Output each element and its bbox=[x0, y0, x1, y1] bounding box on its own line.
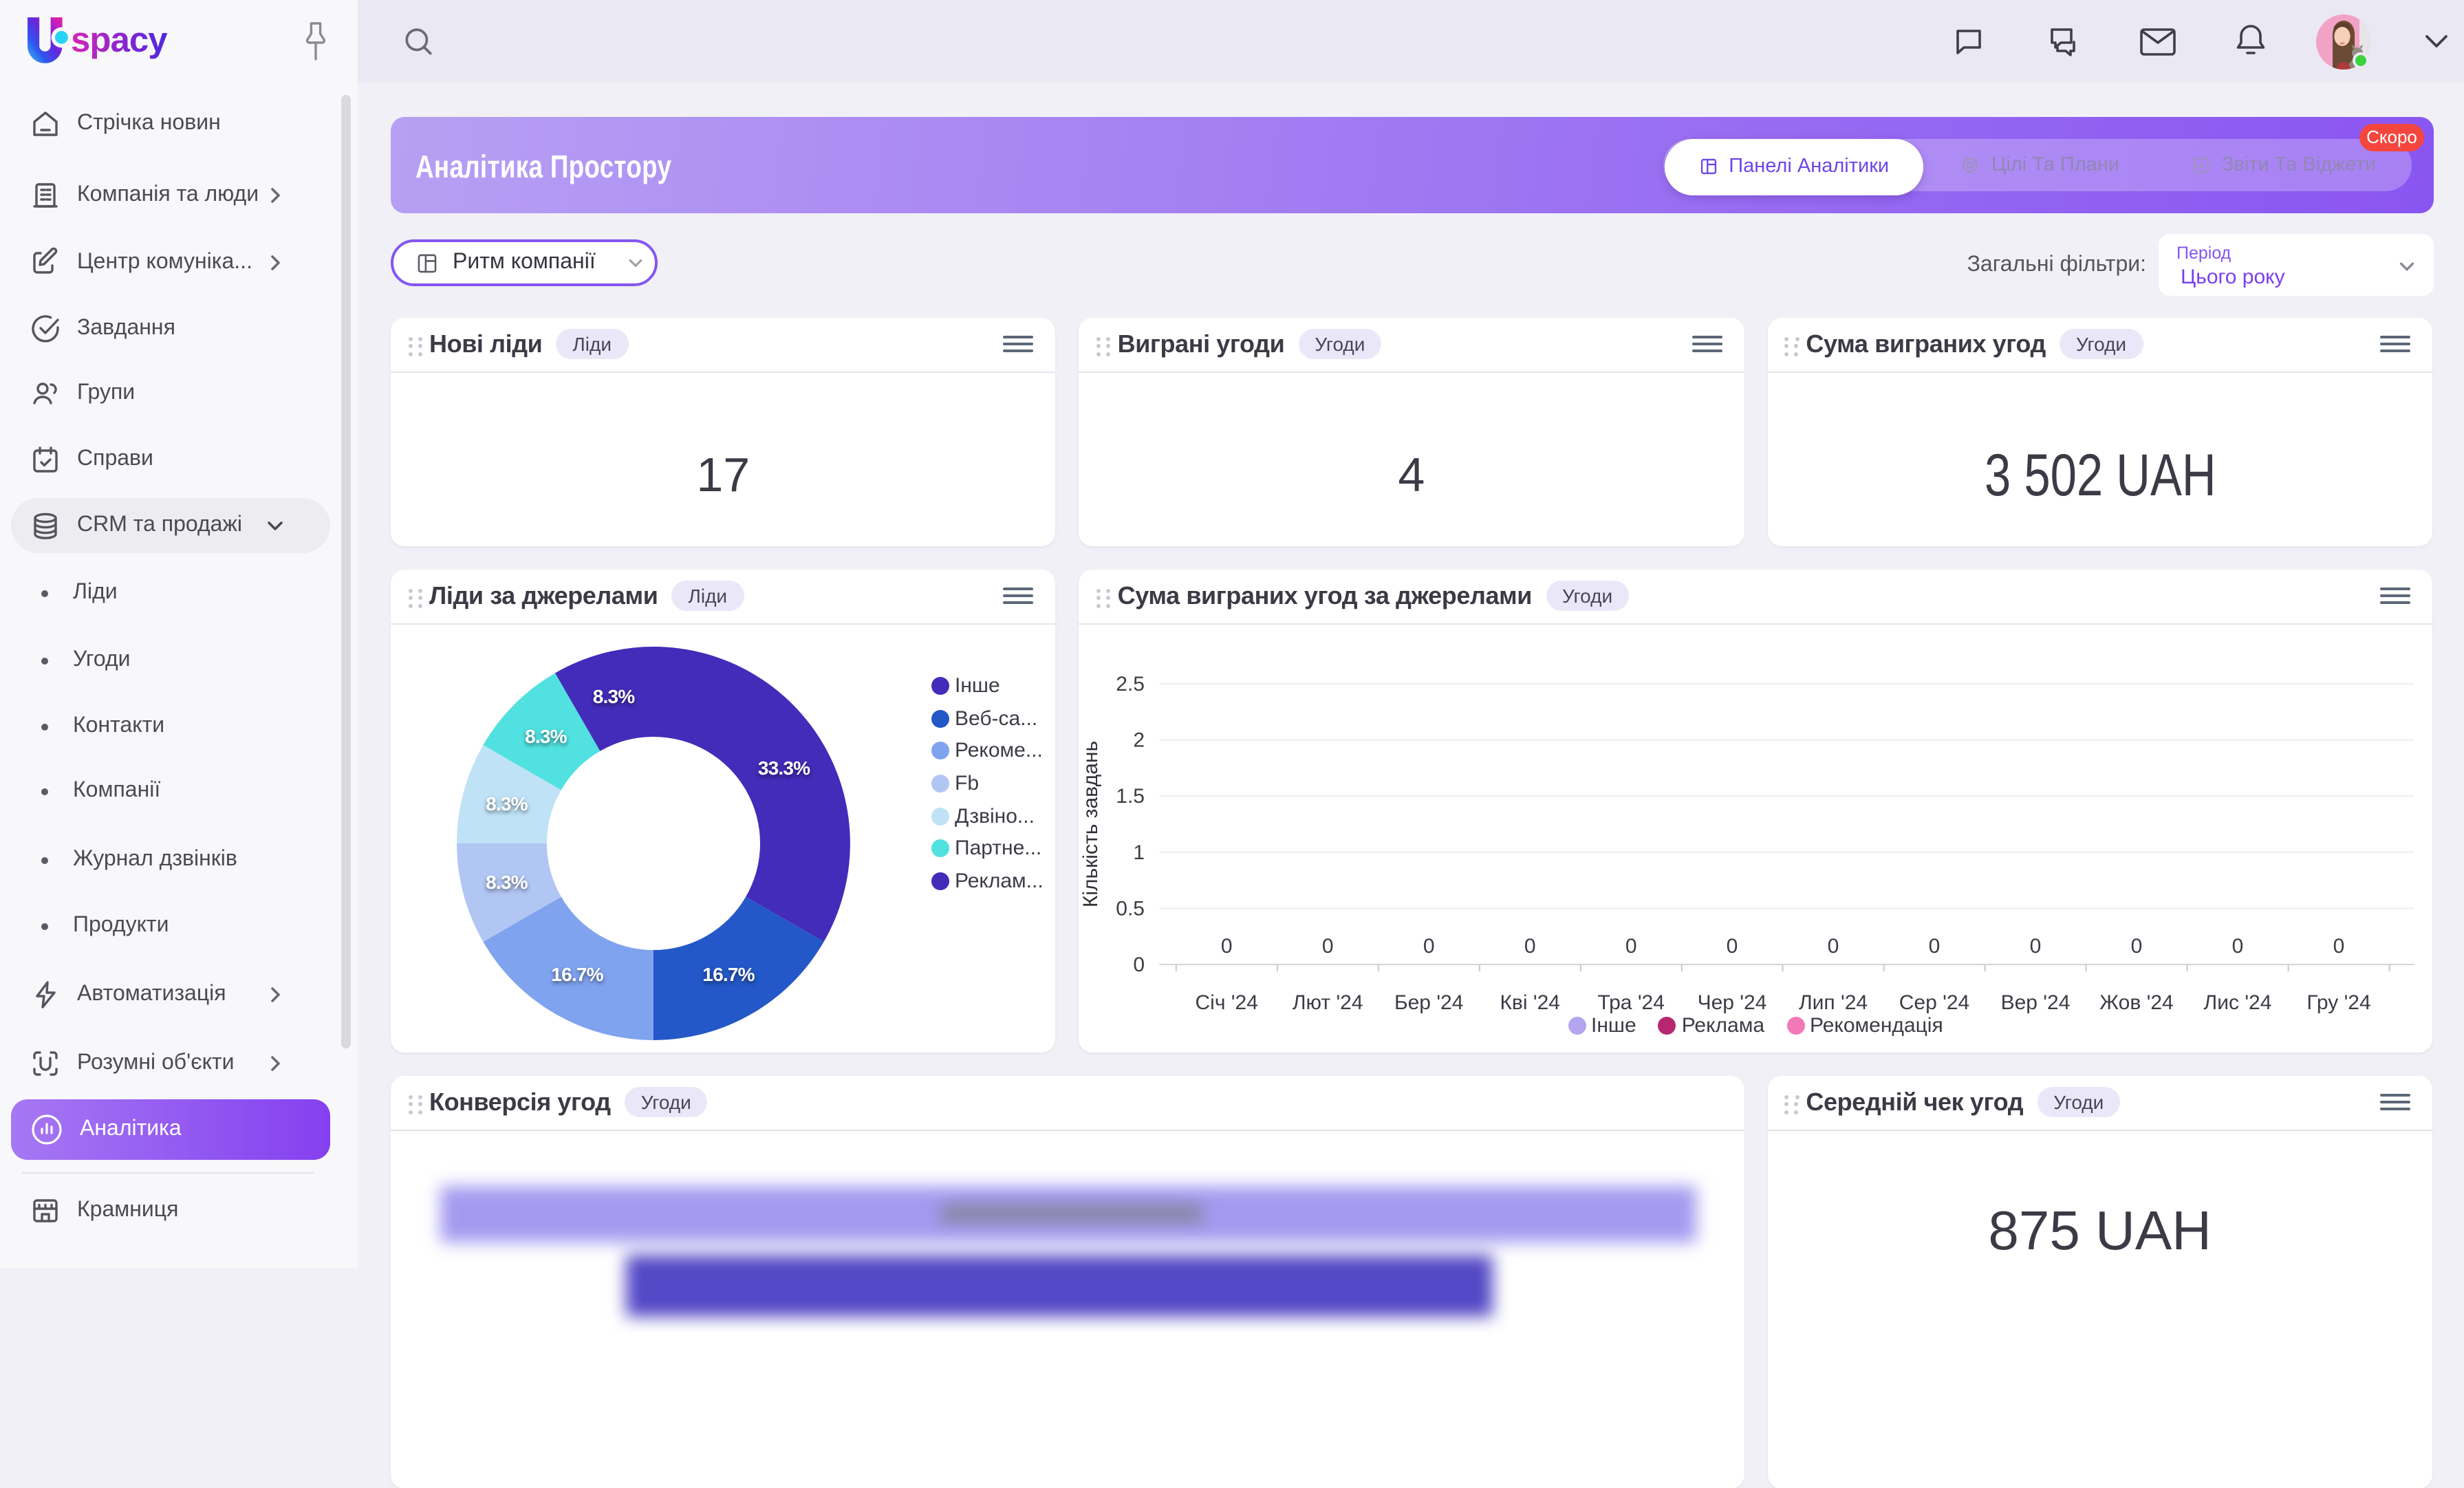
svg-text:0: 0 bbox=[2333, 934, 2345, 957]
svg-text:0: 0 bbox=[1221, 934, 1233, 957]
svg-text:Вер '24: Вер '24 bbox=[2001, 991, 2071, 1013]
svg-text:Лип '24: Лип '24 bbox=[1800, 991, 1868, 1013]
svg-text:Кількість завдань: Кількість завдань bbox=[1079, 740, 1102, 907]
svg-text:Лис '24: Лис '24 bbox=[2204, 991, 2272, 1013]
svg-text:Жов '24: Жов '24 bbox=[2100, 991, 2174, 1013]
svg-text:0: 0 bbox=[1423, 934, 1435, 957]
svg-text:0: 0 bbox=[1929, 934, 1941, 957]
svg-text:0: 0 bbox=[1134, 953, 1145, 975]
svg-text:Кві '24: Кві '24 bbox=[1500, 991, 1561, 1013]
svg-text:0: 0 bbox=[1322, 934, 1334, 957]
svg-text:0: 0 bbox=[1727, 934, 1738, 957]
svg-text:0: 0 bbox=[1625, 934, 1637, 957]
svg-text:Бер '24: Бер '24 bbox=[1395, 991, 1465, 1013]
svg-text:0: 0 bbox=[2030, 934, 2042, 957]
svg-text:Сер '24: Сер '24 bbox=[1899, 991, 1969, 1013]
svg-text:2: 2 bbox=[1134, 729, 1145, 751]
svg-text:Гру '24: Гру '24 bbox=[2307, 991, 2371, 1013]
svg-text:Чер '24: Чер '24 bbox=[1698, 991, 1767, 1013]
svg-text:Січ '24: Січ '24 bbox=[1196, 991, 1258, 1013]
svg-text:Лют '24: Лют '24 bbox=[1293, 991, 1363, 1013]
svg-text:1.5: 1.5 bbox=[1116, 784, 1145, 807]
svg-text:0.5: 0.5 bbox=[1116, 896, 1145, 919]
svg-text:spacy: spacy bbox=[71, 20, 168, 59]
svg-text:0: 0 bbox=[1524, 934, 1536, 957]
svg-text:0: 0 bbox=[2232, 934, 2244, 957]
svg-text:1: 1 bbox=[1134, 841, 1145, 863]
svg-text:0: 0 bbox=[2131, 934, 2143, 957]
svg-text:Тра '24: Тра '24 bbox=[1598, 991, 1665, 1013]
svg-text:2.5: 2.5 bbox=[1116, 672, 1145, 695]
svg-text:0: 0 bbox=[1828, 934, 1839, 957]
